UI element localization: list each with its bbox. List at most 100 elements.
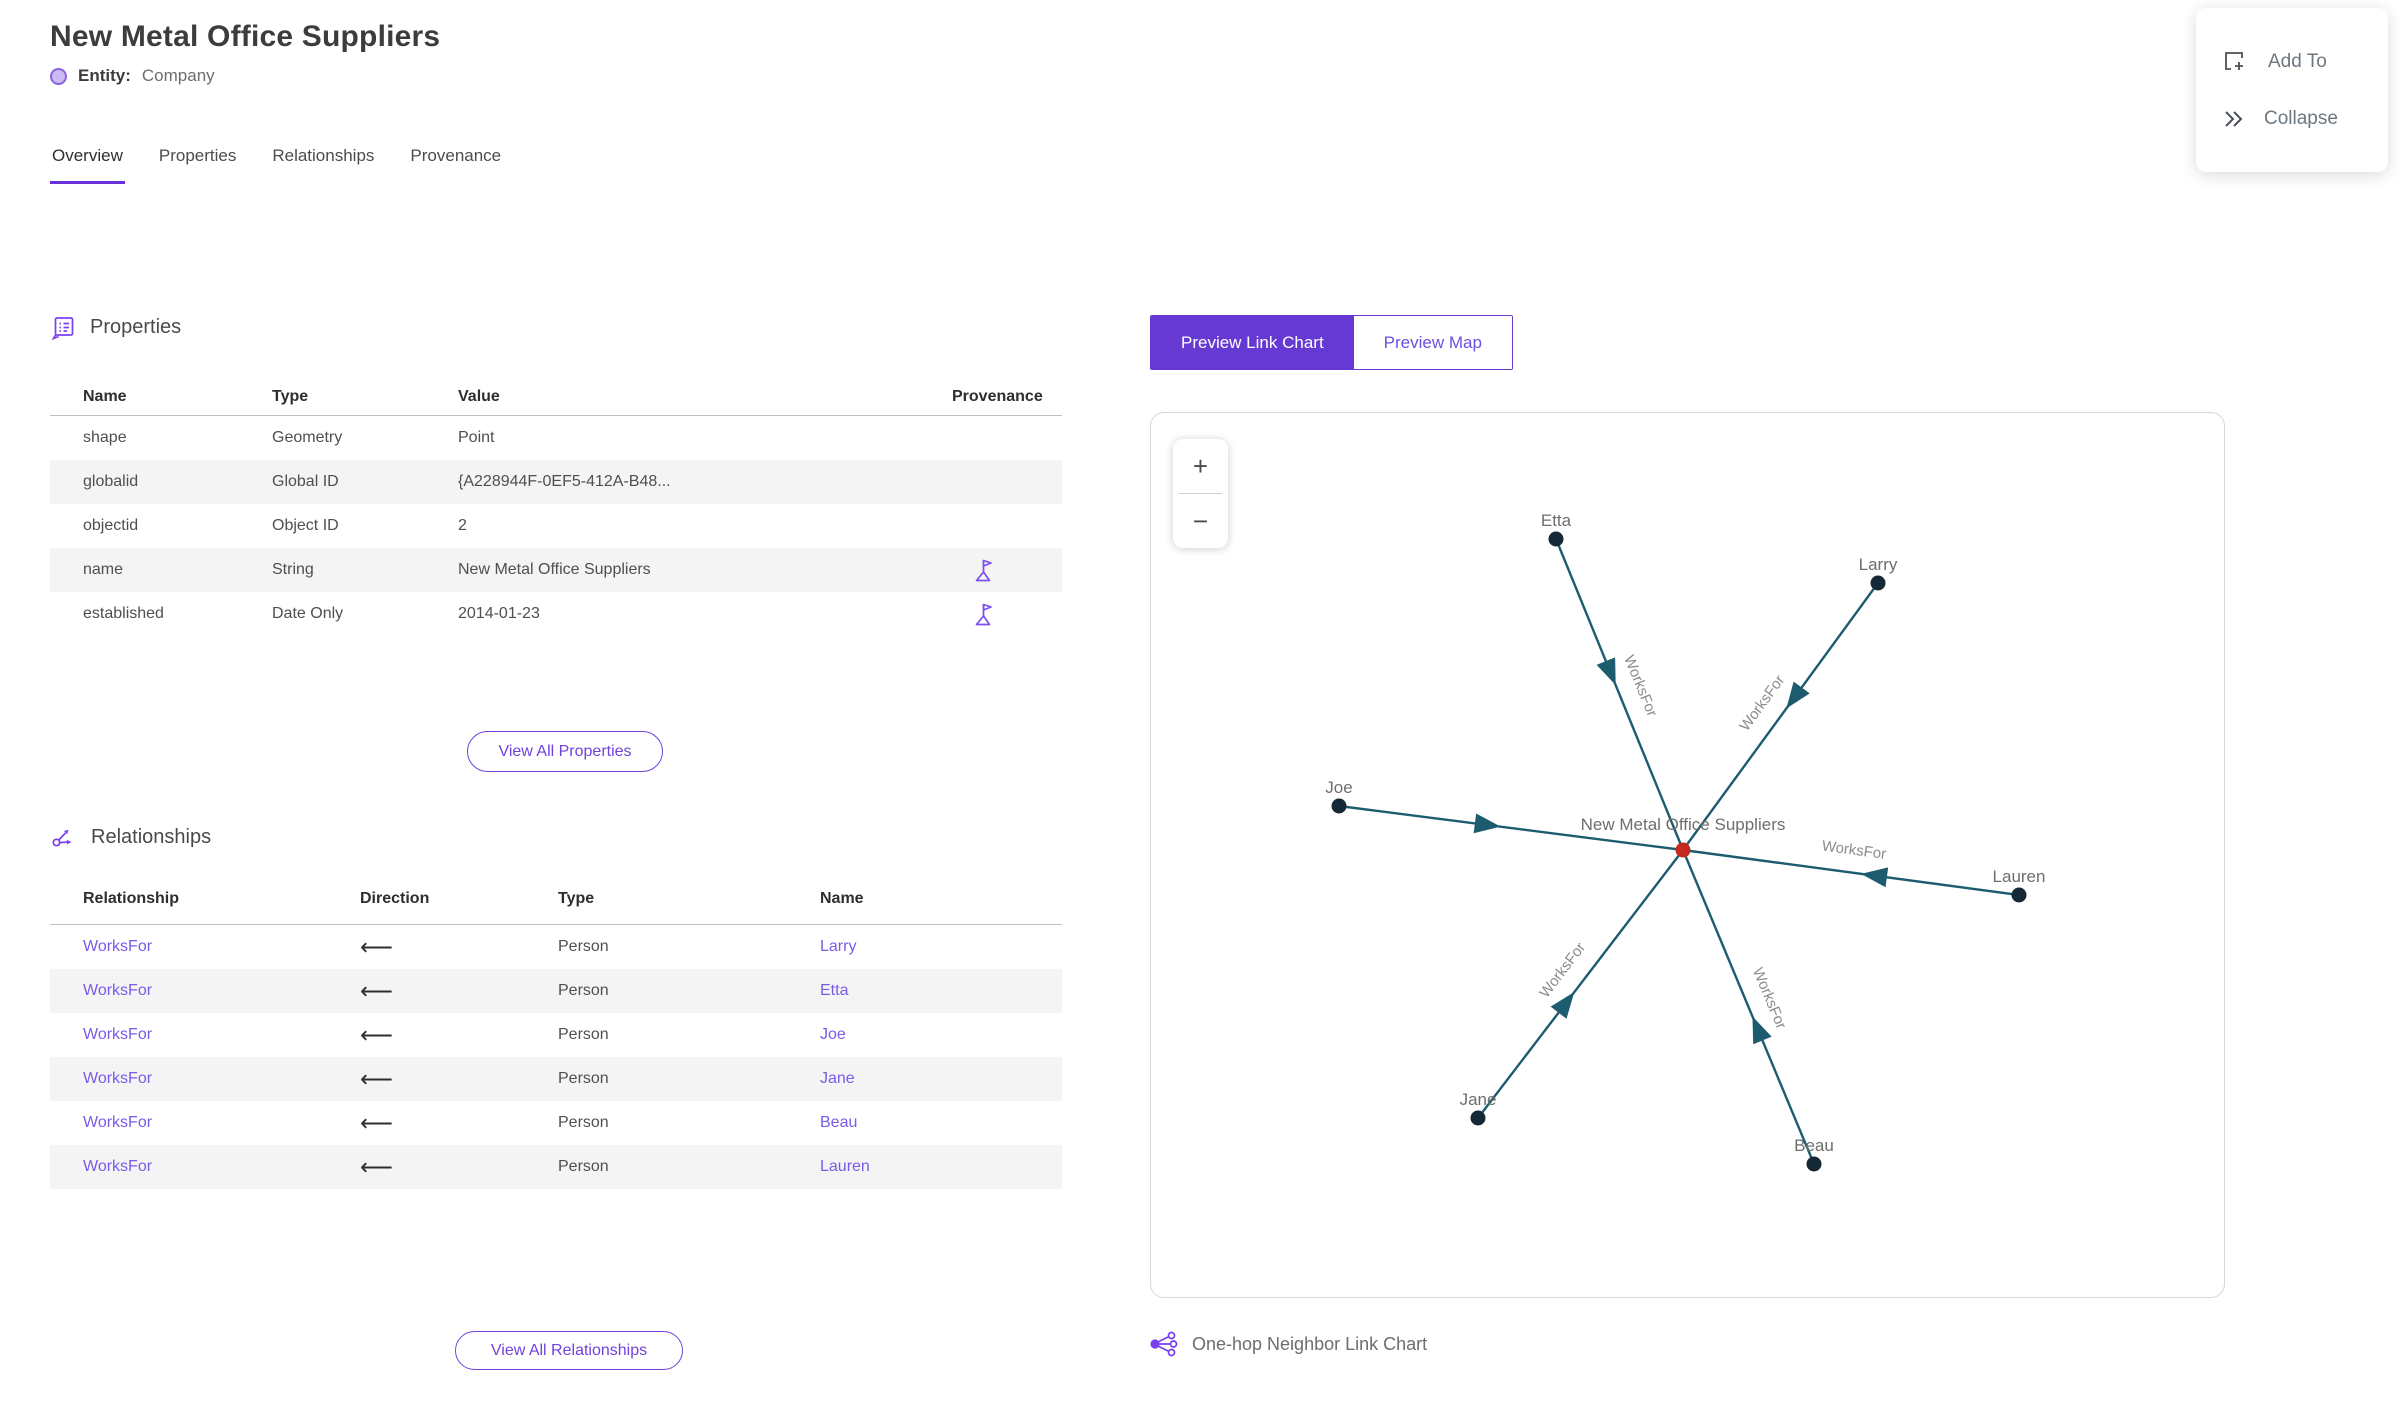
entity-row: Entity: Company [50,66,215,86]
cell-name: Jane [820,1057,1062,1101]
collapse-icon [2222,107,2246,131]
cell-name: established [83,605,164,622]
graph-node-jane[interactable] [1470,1110,1486,1126]
graph-node-label: Etta [1541,511,1572,530]
entity-label: Entity: [78,66,131,85]
preview-toggle-group: Preview Link Chart Preview Map [1150,315,1513,370]
graph-node-lauren[interactable] [2011,887,2027,903]
cell-type: Person [558,982,609,999]
cell-relationship: WorksFor [50,925,360,970]
graph-edge-label: WorksFor [1736,672,1788,734]
provenance-flag-icon[interactable] [970,557,995,584]
tab-relationships[interactable]: Relationships [270,146,376,184]
cell-type: String [272,561,314,578]
table-row: shape Geometry Point [50,416,1062,461]
cell-type: Global ID [272,473,339,490]
cell-name: objectid [83,517,139,534]
cell-relationship: WorksFor [50,1101,360,1145]
relationships-section-icon [50,824,78,850]
cell-value: New Metal Office Suppliers [458,561,651,578]
cell-provenance [902,592,1062,636]
graph-edge [1682,848,2020,897]
graph-edge-label: WorksFor [1821,837,1887,862]
cell-name: Joe [820,1013,1062,1057]
name-link[interactable]: Lauren [820,1158,870,1175]
table-row: name String New Metal Office Suppliers [50,548,1062,592]
add-to-button[interactable]: Add To [2222,49,2388,75]
tab-provenance[interactable]: Provenance [408,146,503,184]
cell-type: Person [558,1070,609,1087]
preview-map-button[interactable]: Preview Map [1353,316,1512,369]
name-link[interactable]: Jane [820,1070,855,1087]
name-link[interactable]: Etta [820,982,849,999]
relationship-link[interactable]: WorksFor [83,1114,153,1131]
graph-node-joe[interactable] [1331,798,1347,814]
relationship-link[interactable]: WorksFor [83,982,153,999]
name-link[interactable]: Joe [820,1026,846,1043]
graph-center-node-label: New Metal Office Suppliers [1581,815,1786,834]
cell-direction: ⟵ [360,1153,393,1180]
cell-name: Lauren [820,1145,1062,1189]
relationship-link[interactable]: WorksFor [83,1070,153,1087]
relationship-link[interactable]: WorksFor [83,1026,153,1043]
relationships-section-header: Relationships [50,824,211,850]
cell-type: Geometry [272,429,343,446]
column-header-type: Type [272,378,458,416]
graph-edge-arrow [1550,992,1575,1019]
column-header-direction: Direction [360,874,558,925]
relationship-link[interactable]: WorksFor [83,1158,153,1175]
add-to-icon [2222,49,2250,75]
relationship-link[interactable]: WorksFor [83,938,153,955]
graph-node-etta[interactable] [1548,531,1564,547]
graph-edge [1477,849,1684,1119]
column-header-name: Name [820,874,1062,925]
table-header-row: Name Type Value Provenance [50,378,1062,416]
zoom-controls: + − [1173,439,1228,548]
cell-name: Larry [820,925,1062,970]
column-header-name: Name [50,378,272,416]
graph-edge [1682,582,1879,851]
cell-name: Etta [820,969,1062,1013]
cell-direction: ⟵ [360,977,393,1004]
table-row: objectid Object ID 2 [50,504,1062,548]
tab-overview[interactable]: Overview [50,146,125,184]
graph-edge-arrow [1752,1016,1772,1045]
page-title: New Metal Office Suppliers [50,20,441,53]
graph-node-beau[interactable] [1806,1156,1822,1172]
cell-provenance [902,460,1062,504]
cell-type: Date Only [272,605,344,622]
tab-properties[interactable]: Properties [157,146,238,184]
name-link[interactable]: Beau [820,1114,858,1131]
cell-type: Person [558,938,609,955]
table-row: WorksFor ⟵ Person Lauren [50,1145,1062,1189]
graph-edge [1681,849,1816,1165]
relationships-table: Relationship Direction Type Name WorksFo… [50,874,1062,1189]
zoom-in-button[interactable]: + [1173,439,1228,493]
cell-relationship: WorksFor [50,1145,360,1189]
entity-type-value: Company [141,66,215,85]
graph-node-larry[interactable] [1870,575,1886,591]
cell-name: shape [83,429,127,446]
cell-direction: ⟵ [360,1109,393,1136]
graph-edge-arrow [1473,813,1501,834]
properties-table: Name Type Value Provenance shape Geometry… [50,378,1062,636]
preview-link-chart-button[interactable]: Preview Link Chart [1151,316,1354,369]
cell-value: 2014-01-23 [458,605,540,622]
zoom-out-button[interactable]: − [1173,494,1228,548]
view-all-properties-button[interactable]: View All Properties [467,731,663,772]
graph-node-label: Larry [1859,555,1898,574]
collapse-button[interactable]: Collapse [2222,107,2388,131]
cell-type: Person [558,1158,609,1175]
graph-node-center[interactable] [1675,842,1691,858]
view-all-relationships-button[interactable]: View All Relationships [455,1331,683,1370]
cell-name: globalid [83,473,139,490]
provenance-flag-icon[interactable] [970,601,995,628]
name-link[interactable]: Larry [820,938,857,955]
graph-edge [1554,538,1685,851]
actions-panel: Add To Collapse [2196,8,2388,172]
properties-section-header: Properties [50,314,181,341]
graph-edge [1338,804,1684,852]
graph-edge-arrow [1861,867,1889,888]
cell-name: Beau [820,1101,1062,1145]
